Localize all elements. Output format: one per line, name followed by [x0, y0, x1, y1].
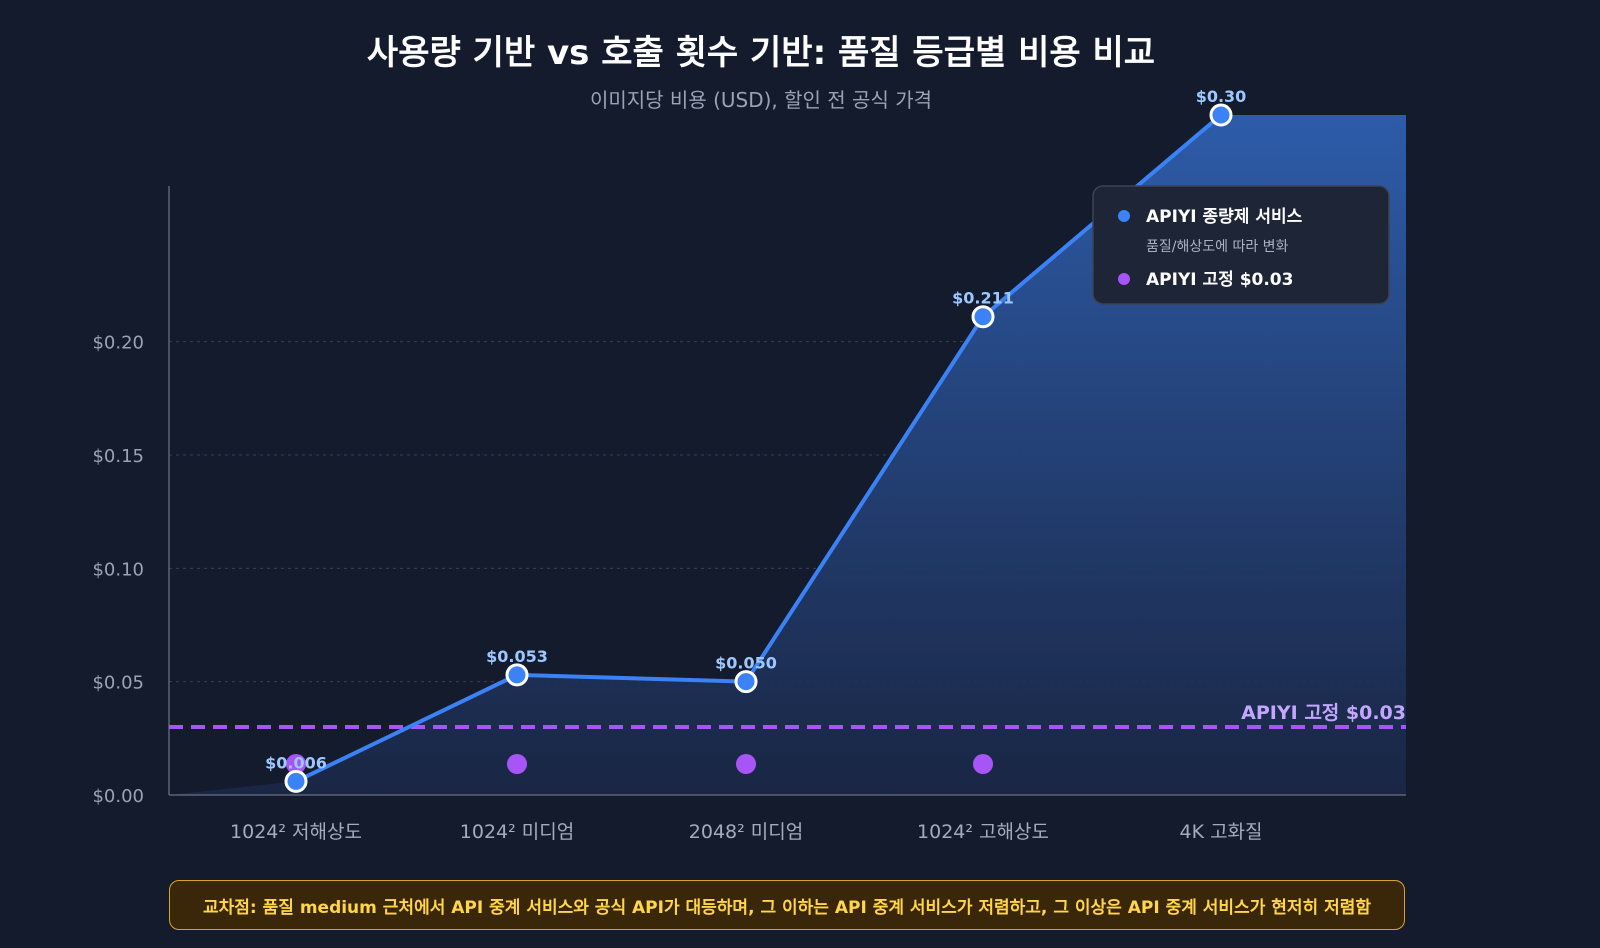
- usage-data-point: [734, 670, 758, 694]
- fixed-price-point: [507, 754, 527, 774]
- legend-usage-label: APIYI 종량제 서비스: [1146, 207, 1303, 227]
- fixed-price-point: [286, 754, 306, 774]
- y-tick-label: $0.20: [92, 333, 144, 354]
- usage-data-point: [971, 305, 995, 329]
- legend-fixed-label: APIYI 고정 $0.03: [1146, 270, 1293, 290]
- legend-box: [1092, 185, 1390, 305]
- crossover-note: 교차점: 품질 medium 근처에서 API 중계 서비스와 공식 API가 …: [169, 880, 1405, 930]
- legend: APIYI 종량제 서비스 품질/해상도에 따라 변화 APIYI 고정 $0.…: [1092, 185, 1390, 305]
- x-tick-label: 4K 고화질: [1179, 821, 1262, 843]
- data-label: $0.050: [715, 654, 777, 673]
- fixed-price-point: [973, 754, 993, 774]
- x-tick-label: 2048² 미디엄: [689, 821, 803, 843]
- fixed-price-label: APIYI 고정 $0.03: [1241, 702, 1406, 724]
- usage-data-point: [1209, 103, 1233, 127]
- usage-data-point: [505, 663, 529, 687]
- data-label: $0.006: [265, 753, 327, 772]
- x-tick-label: 1024² 미디엄: [460, 821, 574, 843]
- legend-usage-note: 품질/해상도에 따라 변화: [1146, 239, 1289, 255]
- x-tick-label: 1024² 고해상도: [917, 821, 1049, 843]
- fixed-price-point: [736, 754, 756, 774]
- y-tick-label: $0.00: [92, 786, 144, 807]
- x-tick-label: 1024² 저해상도: [230, 821, 362, 843]
- data-label: $0.211: [952, 289, 1014, 308]
- chart-title: 사용량 기반 vs 호출 횟수 기반: 품질 등급별 비용 비교: [367, 33, 1155, 73]
- legend-usage-marker: [1118, 210, 1130, 222]
- legend-fixed-marker: [1118, 273, 1130, 285]
- chart-subtitle: 이미지당 비용 (USD), 할인 전 공식 가격: [590, 88, 932, 112]
- y-tick-label: $0.10: [92, 559, 144, 580]
- data-label: $0.30: [1196, 87, 1247, 106]
- data-label: $0.053: [486, 647, 548, 666]
- y-tick-label: $0.05: [92, 673, 144, 694]
- y-tick-label: $0.15: [92, 446, 144, 467]
- usage-data-point: [284, 769, 308, 793]
